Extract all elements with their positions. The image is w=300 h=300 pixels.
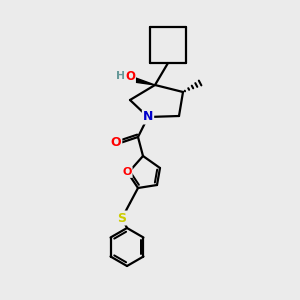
Text: O: O [125,70,135,83]
Text: O: O [111,136,121,149]
Text: S: S [118,212,127,224]
Text: O: O [122,167,132,177]
Polygon shape [126,75,155,85]
Text: H: H [116,71,126,81]
Text: N: N [143,110,153,124]
